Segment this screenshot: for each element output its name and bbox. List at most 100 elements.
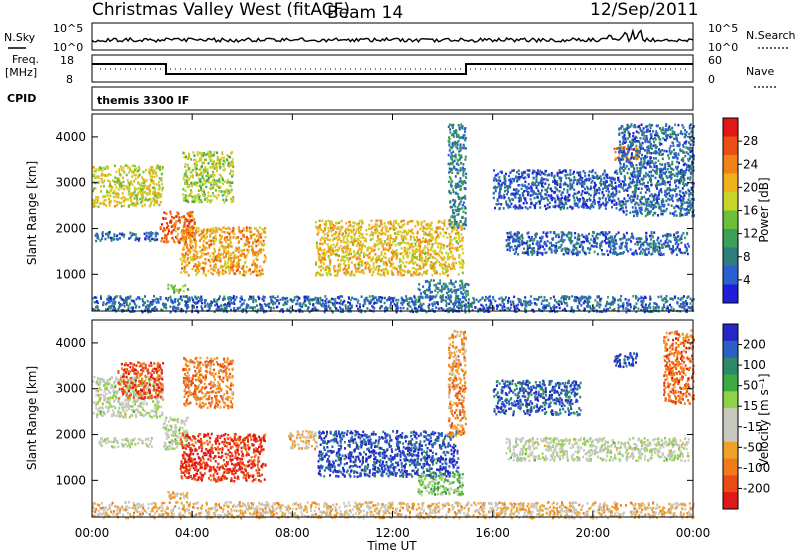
data-cell [172,224,175,227]
data-cell [515,246,518,249]
data-cell [680,241,683,245]
data-cell [160,194,163,198]
data-cell [108,180,111,184]
data-cell [531,253,534,256]
data-cell [136,169,139,173]
data-cell [208,181,211,184]
data-cell [619,147,621,151]
data-cell [182,197,185,201]
data-cell [236,264,239,268]
data-cell [205,185,208,189]
data-cell [684,251,686,255]
data-cell [253,233,256,236]
data-cell [569,184,572,187]
data-cell [456,171,459,175]
data-cell [616,172,619,175]
data-cell [665,237,668,241]
data-cell [640,250,642,253]
data-cell [435,294,438,297]
data-cell [419,227,422,231]
data-cell [412,271,415,274]
data-cell [210,158,213,162]
data-cell [229,260,232,263]
data-cell [626,123,629,127]
data-cell [385,262,388,265]
data-cell [610,194,613,198]
data-cell [623,154,625,158]
data-cell [680,180,682,183]
data-cell [604,197,607,200]
data-cell [116,180,119,184]
data-cell [615,233,618,236]
data-cell [250,235,253,238]
data-cell [326,234,329,237]
data-cell [425,260,428,264]
data-cell [170,225,173,228]
data-cell [252,259,255,263]
data-cell [159,200,162,204]
data-cell [519,235,522,238]
data-cell [417,223,420,226]
data-cell [250,236,253,240]
data-cell [106,190,109,194]
data-cell [462,145,465,148]
data-cell [566,247,569,251]
data-cell [192,151,195,154]
data-cell [94,201,97,204]
data-cell [148,205,151,208]
data-cell [181,236,184,239]
data-cell [193,234,196,237]
data-cell [421,257,424,260]
data-cell [607,193,610,196]
data-cell [567,199,570,202]
data-cell [227,162,230,165]
data-cell [572,194,575,198]
data-cell [649,176,652,180]
data-cell [196,271,199,274]
data-cell [615,191,618,195]
data-cell [449,146,452,149]
data-cell [514,244,516,248]
data-cell [424,258,427,261]
data-cell [356,252,359,255]
data-cell [457,185,460,188]
data-cell [626,199,629,203]
data-cell [579,198,582,201]
data-cell [545,244,548,248]
data-cell [252,254,255,257]
data-cell [360,236,363,239]
data-cell [367,246,370,249]
data-cell [242,273,245,276]
data-cell [632,125,635,128]
data-cell [516,235,519,239]
data-cell [638,237,641,241]
data-cell [634,242,637,246]
data-cell [233,254,236,258]
data-cell [185,235,188,239]
data-cell [654,152,657,155]
data-cell [455,220,458,224]
data-cell [179,257,182,261]
data-cell [533,170,536,174]
data-cell [444,261,447,264]
data-cell [658,242,661,245]
data-cell [600,177,603,181]
data-cell [131,202,134,206]
data-cell [210,267,213,271]
data-cell [119,165,122,168]
data-cell [199,152,202,155]
data-cell [204,258,207,261]
data-cell [500,203,503,206]
data-cell [402,261,405,264]
data-cell [218,177,221,181]
data-cell [690,197,693,201]
data-cell [189,242,192,245]
data-cell [451,133,453,137]
data-cell [673,174,676,177]
data-cell [203,161,205,165]
data-cell [173,290,176,294]
data-cell [569,169,572,172]
data-cell [464,158,467,161]
data-cell [458,180,461,183]
data-cell [318,253,321,256]
